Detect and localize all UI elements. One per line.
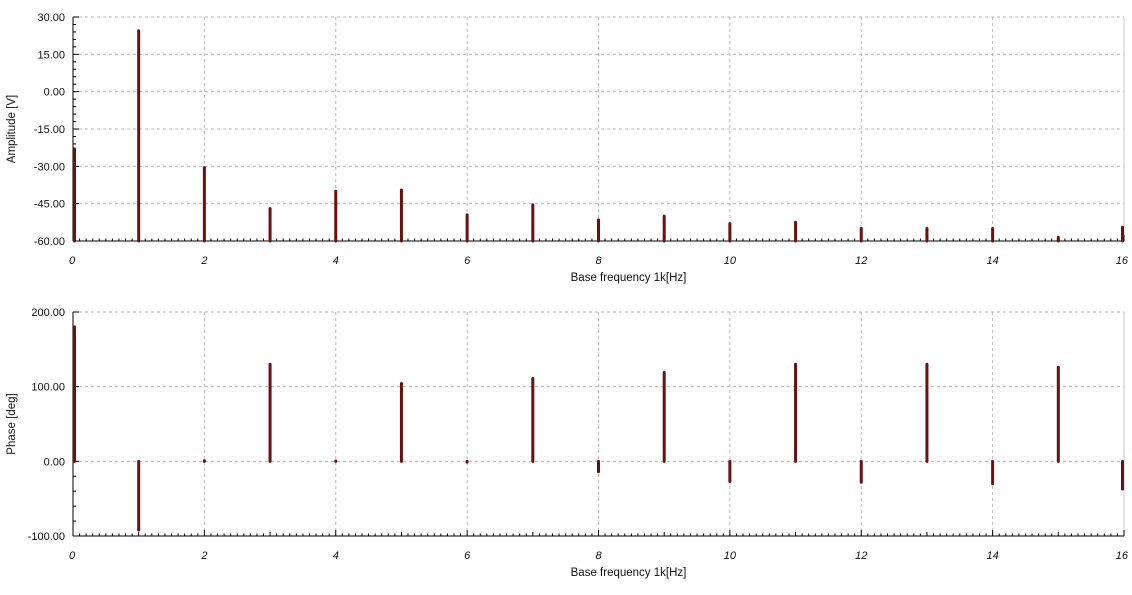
x-tick-label: 14 [987,550,999,562]
y-tick-label: 200.00 [31,307,65,319]
y-tick-label: 30.00 [37,12,65,24]
x-tick-label: 6 [464,255,471,267]
x-axis-title: Base frequency 1k[Hz] [571,567,687,579]
x-tick-label: 0 [69,550,76,562]
y-tick-label: 0.00 [44,87,65,99]
phase-chart: 0 2 4 6 8 10 12 14 16 200.00 100.00 0.00 -100.00 Base… [6,307,1129,579]
y-tick-label: 100.00 [31,382,65,394]
y-tick-label: -45.00 [34,199,65,211]
x-tick-label: 16 [1116,255,1129,267]
y-tick-label: -15.00 [34,124,65,136]
y-tick-label: -60.00 [34,236,65,248]
x-tick-label: 12 [855,255,867,267]
y-tick-label: -30.00 [34,161,65,173]
x-tick-label: 14 [987,255,999,267]
x-tick-label: 12 [855,550,867,562]
x-tick-label: 6 [464,550,471,562]
x-tick-label: 16 [1116,550,1129,562]
x-tick-label: 4 [333,550,339,562]
x-tick-label: 0 [69,255,76,267]
y-tick-label: -100.00 [28,531,65,543]
x-tick-label: 8 [595,255,602,267]
x-tick-label: 2 [200,255,207,267]
x-axis-title: Base frequency 1k[Hz] [571,272,687,284]
y-axis-title: Amplitude [V] [6,95,18,163]
x-tick-label: 4 [333,255,339,267]
x-tick-label: 2 [200,550,207,562]
y-tick-label: 0.00 [44,456,65,468]
x-tick-label: 8 [595,550,602,562]
y-tick-label: 15.00 [37,49,65,61]
amplitude-chart: 0 2 4 6 8 10 12 14 16 30.00 15.00 0.00 -15.00 -30.00 -… [6,12,1129,284]
y-axis-title: Phase [deg] [6,393,18,454]
x-tick-label: 10 [724,255,737,267]
x-tick-label: 10 [724,550,737,562]
